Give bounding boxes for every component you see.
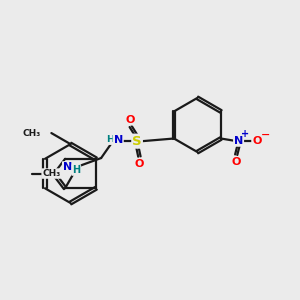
Text: H: H bbox=[106, 135, 114, 144]
Text: O: O bbox=[252, 136, 262, 146]
Text: CH₃: CH₃ bbox=[42, 169, 60, 178]
Text: N: N bbox=[234, 136, 243, 146]
Text: S: S bbox=[132, 135, 142, 148]
Text: CH₃: CH₃ bbox=[23, 129, 41, 138]
Text: +: + bbox=[241, 129, 249, 140]
Text: N: N bbox=[63, 162, 72, 172]
Text: N: N bbox=[114, 135, 123, 145]
Text: O: O bbox=[232, 158, 241, 167]
Text: O: O bbox=[135, 158, 144, 169]
Text: O: O bbox=[126, 115, 135, 125]
Text: −: − bbox=[260, 130, 270, 140]
Text: H: H bbox=[72, 165, 80, 175]
